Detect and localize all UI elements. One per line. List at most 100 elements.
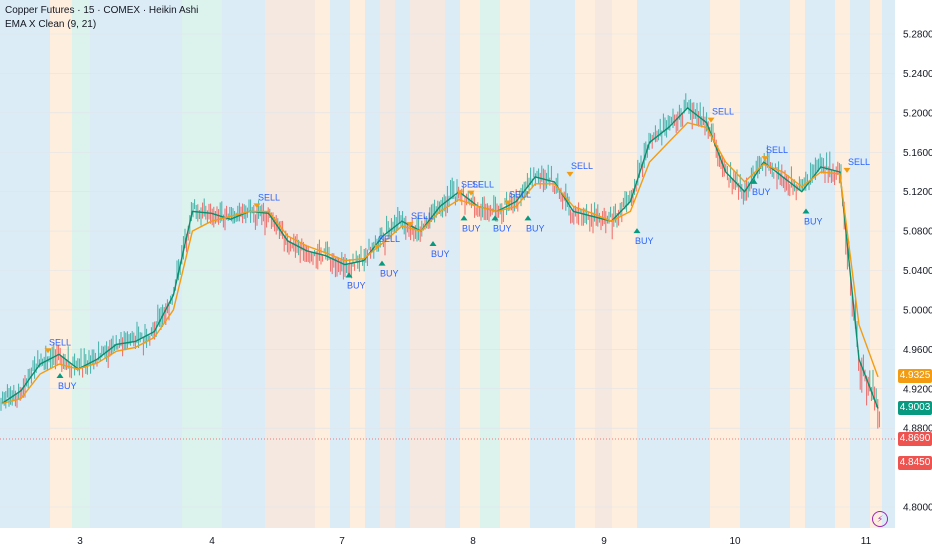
sell-label: SELL (378, 234, 400, 244)
background-band (380, 0, 395, 528)
time-tick-label: 9 (601, 536, 607, 547)
background-band (595, 0, 612, 528)
background-band (222, 0, 265, 528)
price-tick-label: 5.1600 (903, 148, 932, 159)
sell-label: SELL (411, 211, 433, 221)
background-band (90, 0, 182, 528)
background-band (530, 0, 575, 528)
ema-lines (1, 106, 879, 409)
price-tick-label: 5.2000 (903, 108, 932, 119)
buy-marker (633, 228, 641, 234)
background-band (50, 0, 72, 528)
buy-marker (460, 215, 468, 221)
price-tick-label: 5.0800 (903, 227, 932, 238)
background-band (395, 0, 410, 528)
background-band (835, 0, 850, 528)
legend: Copper Futures · 15 · COMEX · Heikin Ash… (5, 4, 198, 32)
price-tick-label: 4.8000 (903, 503, 932, 514)
sell-marker (253, 203, 261, 209)
price-tick-label: 5.0400 (903, 266, 932, 277)
sell-marker (504, 200, 512, 206)
sell-marker (406, 222, 414, 228)
buy-marker (378, 260, 386, 266)
background-band (637, 0, 710, 528)
buy-label: BUY (635, 236, 654, 246)
sell-marker (843, 167, 851, 173)
buy-label: BUY (462, 223, 481, 233)
sell-marker (761, 156, 769, 162)
buy-label: BUY (493, 223, 512, 233)
sell-marker (707, 117, 715, 123)
time-tick-label: 3 (77, 536, 83, 547)
sell-label: SELL (49, 337, 71, 347)
buy-marker (802, 208, 810, 214)
time-tick-label: 10 (729, 536, 741, 547)
time-tick-label: 8 (470, 536, 476, 547)
buy-marker (524, 215, 532, 221)
background-band (740, 0, 790, 528)
lightning-icon[interactable]: ⚡ (872, 511, 888, 527)
time-tick-label: 7 (339, 536, 345, 547)
buy-label: BUY (431, 249, 450, 259)
sell-marker (467, 190, 475, 196)
session-background (0, 0, 895, 528)
price-tick-label: 5.2400 (903, 69, 932, 80)
sell-marker (373, 244, 381, 250)
background-band (460, 0, 480, 528)
indicator-label[interactable]: EMA X Clean (9, 21) (5, 19, 97, 30)
price-tick-label: 5.0000 (903, 305, 932, 316)
background-band (410, 0, 445, 528)
price-tick-label: 5.2800 (903, 30, 932, 41)
sell-label: SELL (258, 192, 280, 202)
sell-label: SELL (712, 107, 734, 117)
sell-label: SELL (766, 145, 788, 155)
background-band (850, 0, 870, 528)
sell-label: SELL (571, 161, 593, 171)
background-band (870, 0, 882, 528)
buy-label: BUY (752, 187, 771, 197)
price-axis: 5.2800 5.2400 5.2000 5.1600 5.1200 5.0800 5.04… (903, 30, 932, 514)
time-tick-label: 11 (861, 536, 872, 547)
sell-label: SELL (848, 157, 870, 167)
background-band (805, 0, 835, 528)
symbol-title[interactable]: Copper Futures · 15 · COMEX · Heikin Ash… (5, 5, 199, 16)
buy-label: BUY (526, 223, 545, 233)
buy-label: BUY (58, 381, 77, 391)
price-tick-label: 4.8800 (903, 424, 932, 435)
ema-slow-line (1, 121, 879, 405)
background-band (882, 0, 895, 528)
background-band (500, 0, 530, 528)
sell-label: SELL (472, 180, 494, 190)
buy-marker (491, 215, 499, 221)
buy-marker (56, 373, 64, 379)
background-band (72, 0, 90, 528)
price-tag-ema-slow: 4.9325 (898, 369, 932, 384)
buy-label: BUY (347, 281, 366, 291)
background-band (710, 0, 740, 528)
buy-marker (750, 178, 758, 184)
time-tick-label: 4 (209, 536, 215, 547)
buy-label: BUY (380, 269, 399, 279)
background-band (0, 0, 50, 528)
price-tag-low: 4.8450 (898, 455, 932, 470)
sell-marker (566, 171, 574, 177)
background-band (790, 0, 805, 528)
sell-marker (44, 348, 52, 354)
background-band (612, 0, 637, 528)
price-tick-label: 5.1200 (903, 187, 932, 198)
sell-label: SELL (461, 180, 483, 190)
sell-marker (456, 190, 464, 196)
background-band (480, 0, 500, 528)
ema-fast-line (1, 106, 879, 409)
price-tick-label: 4.9600 (903, 345, 932, 356)
buy-marker (345, 272, 353, 278)
price-tag-ema-fast: 4.9003 (898, 401, 932, 416)
time-axis: 3 4 7 8 9 10 11 (77, 536, 871, 547)
price-tag-last: 4.8690 (898, 432, 932, 446)
price-tick-label: 4.9200 (903, 384, 932, 395)
background-band (575, 0, 595, 528)
buy-marker (429, 240, 437, 246)
